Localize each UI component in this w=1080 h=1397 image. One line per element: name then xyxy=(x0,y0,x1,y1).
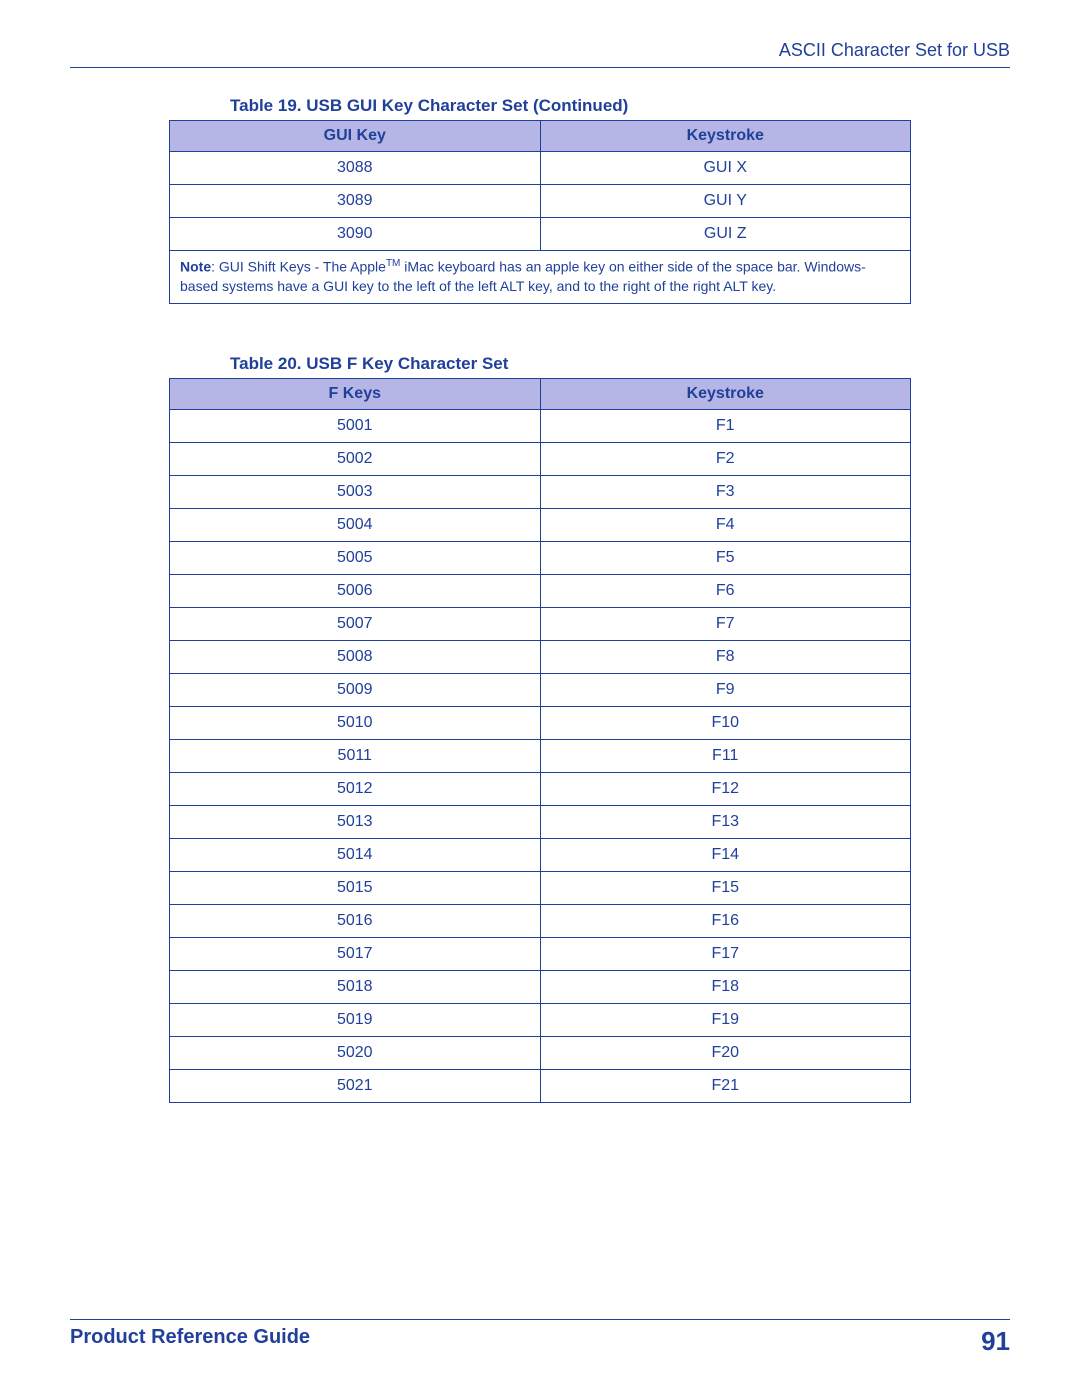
cell: F7 xyxy=(540,608,911,641)
cell: F1 xyxy=(540,410,911,443)
cell: 5007 xyxy=(170,608,541,641)
table-row: 5005F5 xyxy=(170,542,911,575)
cell: 3090 xyxy=(170,218,541,251)
cell: F11 xyxy=(540,740,911,773)
cell: F9 xyxy=(540,674,911,707)
table19-body: 3088 GUI X 3089 GUI Y 3090 GUI Z Note: G… xyxy=(170,152,911,304)
table-row: 5015F15 xyxy=(170,872,911,905)
table-row: 5001F1 xyxy=(170,410,911,443)
table19-title: Table 19. USB GUI Key Character Set (Con… xyxy=(230,96,1010,116)
cell: 5005 xyxy=(170,542,541,575)
cell: 5013 xyxy=(170,806,541,839)
cell: 5011 xyxy=(170,740,541,773)
table-row: 5003F3 xyxy=(170,476,911,509)
table19-header-row: GUI Key Keystroke xyxy=(170,121,911,152)
table-row: 5014F14 xyxy=(170,839,911,872)
table-row: 5011F11 xyxy=(170,740,911,773)
table-row: 5013F13 xyxy=(170,806,911,839)
cell: F20 xyxy=(540,1037,911,1070)
table-row: 5007F7 xyxy=(170,608,911,641)
table-row: 5006F6 xyxy=(170,575,911,608)
cell: 3089 xyxy=(170,185,541,218)
table-row: 5002F2 xyxy=(170,443,911,476)
note-text-1: : GUI Shift Keys - The Apple xyxy=(211,259,386,275)
cell: GUI X xyxy=(540,152,911,185)
table-row: 5016F16 xyxy=(170,905,911,938)
cell: 5002 xyxy=(170,443,541,476)
table-row: 5020F20 xyxy=(170,1037,911,1070)
table-row: 5021F21 xyxy=(170,1070,911,1103)
table-row: 5009F9 xyxy=(170,674,911,707)
cell: F17 xyxy=(540,938,911,971)
cell: F3 xyxy=(540,476,911,509)
cell: F21 xyxy=(540,1070,911,1103)
cell: 5006 xyxy=(170,575,541,608)
table-row: 5010F10 xyxy=(170,707,911,740)
cell: F4 xyxy=(540,509,911,542)
cell: 5021 xyxy=(170,1070,541,1103)
cell: F2 xyxy=(540,443,911,476)
cell: 5014 xyxy=(170,839,541,872)
cell: 5017 xyxy=(170,938,541,971)
cell: F18 xyxy=(540,971,911,1004)
cell: F10 xyxy=(540,707,911,740)
table-row: 5019F19 xyxy=(170,1004,911,1037)
table19-col-1: Keystroke xyxy=(540,121,911,152)
table-row: 5008F8 xyxy=(170,641,911,674)
footer-guide-title: Product Reference Guide xyxy=(70,1326,310,1357)
cell: 5020 xyxy=(170,1037,541,1070)
page-footer: Product Reference Guide 91 xyxy=(70,1319,1010,1357)
table19-note-cell: Note: GUI Shift Keys - The AppleTM iMac … xyxy=(170,251,911,304)
table20-col-1: Keystroke xyxy=(540,379,911,410)
cell: F16 xyxy=(540,905,911,938)
cell: F15 xyxy=(540,872,911,905)
cell: F14 xyxy=(540,839,911,872)
table-row: 5012F12 xyxy=(170,773,911,806)
table20-title: Table 20. USB F Key Character Set xyxy=(230,354,1010,374)
table19-note-row: Note: GUI Shift Keys - The AppleTM iMac … xyxy=(170,251,911,304)
cell: F5 xyxy=(540,542,911,575)
table-row: 3090 GUI Z xyxy=(170,218,911,251)
cell: 5004 xyxy=(170,509,541,542)
table19-container: GUI Key Keystroke 3088 GUI X 3089 GUI Y … xyxy=(169,120,911,304)
note-tm: TM xyxy=(386,258,400,269)
cell: 5012 xyxy=(170,773,541,806)
table20-container: F Keys Keystroke 5001F15002F25003F35004F… xyxy=(169,378,911,1103)
cell: F8 xyxy=(540,641,911,674)
table20: F Keys Keystroke 5001F15002F25003F35004F… xyxy=(169,378,911,1103)
table20-body: 5001F15002F25003F35004F45005F55006F65007… xyxy=(170,410,911,1103)
table20-header-row: F Keys Keystroke xyxy=(170,379,911,410)
table19: GUI Key Keystroke 3088 GUI X 3089 GUI Y … xyxy=(169,120,911,304)
table-row: 3089 GUI Y xyxy=(170,185,911,218)
cell: GUI Y xyxy=(540,185,911,218)
cell: 5001 xyxy=(170,410,541,443)
cell: F6 xyxy=(540,575,911,608)
footer-page-number: 91 xyxy=(981,1326,1010,1357)
cell: 3088 xyxy=(170,152,541,185)
table-row: 5018F18 xyxy=(170,971,911,1004)
cell: 5008 xyxy=(170,641,541,674)
table-row: 5004F4 xyxy=(170,509,911,542)
table19-col-0: GUI Key xyxy=(170,121,541,152)
cell: GUI Z xyxy=(540,218,911,251)
table-row: 3088 GUI X xyxy=(170,152,911,185)
cell: 5016 xyxy=(170,905,541,938)
cell: 5009 xyxy=(170,674,541,707)
cell: F12 xyxy=(540,773,911,806)
cell: 5015 xyxy=(170,872,541,905)
table20-col-0: F Keys xyxy=(170,379,541,410)
cell: F13 xyxy=(540,806,911,839)
note-label: Note xyxy=(180,259,211,275)
cell: 5019 xyxy=(170,1004,541,1037)
table-row: 5017F17 xyxy=(170,938,911,971)
page-header-title: ASCII Character Set for USB xyxy=(70,40,1010,68)
cell: 5018 xyxy=(170,971,541,1004)
cell: 5010 xyxy=(170,707,541,740)
page: ASCII Character Set for USB Table 19. US… xyxy=(0,0,1080,1193)
cell: F19 xyxy=(540,1004,911,1037)
cell: 5003 xyxy=(170,476,541,509)
